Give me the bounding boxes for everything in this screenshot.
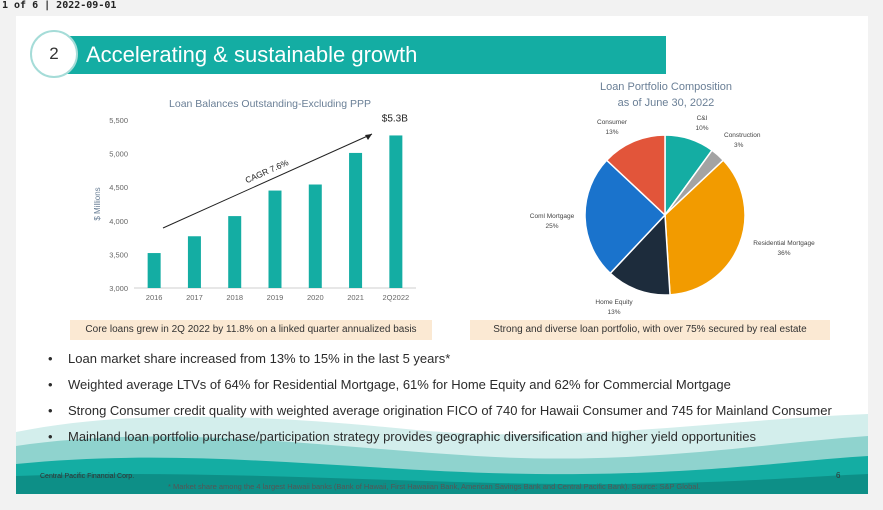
bullet-icon: • (48, 429, 53, 444)
pie-slice-value: 13% (605, 129, 618, 136)
pie-slice-value: 13% (607, 309, 620, 316)
title-banner: Accelerating & sustainable growth (64, 36, 666, 74)
bar-chart-ytick-label: 3,500 (109, 250, 128, 259)
bar-chart-trend-arrow (162, 133, 373, 229)
bar-chart-ytick-label: 3,000 (109, 284, 128, 293)
arrowhead-icon (365, 134, 372, 140)
pie-slice-label: Construction (724, 132, 761, 139)
page-title: Accelerating & sustainable growth (86, 42, 418, 67)
bar-chart-bar (147, 253, 161, 288)
pie-slice-value: 36% (777, 250, 790, 257)
callout-right: Strong and diverse loan portfolio, with … (470, 320, 830, 340)
bar-chart-xtick-label: 2021 (347, 293, 364, 302)
bar-chart-xtick-label: 2Q2022 (383, 293, 410, 302)
list-item: • Strong Consumer credit quality with wei… (46, 402, 866, 428)
bullet-icon: • (48, 377, 53, 392)
bar-chart-xtick-label: 2020 (307, 293, 324, 302)
bar-chart-xtick-label: 2019 (267, 293, 284, 302)
footer-company: Central Pacific Financial Corp. (40, 473, 135, 480)
bar-chart-bar (228, 216, 242, 288)
bar-chart-total-label: $5.3B (382, 113, 408, 124)
bar-chart-title: Loan Balances Outstanding-Excluding PPP (169, 98, 371, 110)
pie-slice (584, 159, 667, 275)
callout-left: Core loans grew in 2Q 2022 by 11.8% on a… (70, 320, 432, 340)
bullet-text: Weighted average LTVs of 64% for Residen… (68, 377, 731, 392)
footnote: * Market share among the 4 largest Hawai… (168, 482, 701, 491)
bar-chart-xtick-label: 2016 (146, 293, 163, 302)
pie-slice-value: 10% (695, 125, 708, 132)
slide: Accelerating & sustainable growth 2 Loan… (16, 16, 868, 494)
list-item: • Mainland loan portfolio purchase/partic… (46, 428, 866, 454)
pie-slice (605, 134, 666, 217)
pie-slice (664, 159, 746, 296)
pie-chart-subtitle: as of June 30, 2022 (618, 97, 715, 109)
bullet-text: Strong Consumer credit quality with weig… (68, 403, 832, 418)
pie-slice-label: Coml Mortgage (530, 213, 575, 220)
bullet-icon: • (48, 351, 53, 366)
loan-portfolio-pie-chart: Loan Portfolio Composition as of June 30,… (530, 81, 815, 316)
bullet-list: • Loan market share increased from 13% to… (46, 350, 866, 454)
pie-slice-label: Home Equity (595, 299, 633, 306)
bar-chart-bar (349, 152, 363, 288)
bar-chart-bar (308, 184, 322, 288)
loan-balances-bar-chart: Loan Balances Outstanding-Excluding PPP $… (93, 98, 416, 302)
bar-chart-bar (389, 135, 403, 288)
pie-slice (609, 213, 671, 296)
bar-chart-xtick-label: 2018 (226, 293, 243, 302)
bar-chart-ytick-label: 4,000 (109, 217, 128, 226)
pie-slice-value: 3% (734, 142, 744, 149)
bullet-icon: • (48, 403, 53, 418)
bar-chart-ytick-label: 4,500 (109, 183, 128, 192)
pie-chart-title: Loan Portfolio Composition (600, 81, 732, 93)
bullet-text: Loan market share increased from 13% to … (68, 351, 451, 366)
bar-chart-ytick-label: 5,500 (109, 116, 128, 125)
pie-slice-label: Consumer (597, 119, 628, 126)
bar-chart-bar (268, 190, 282, 288)
bar-chart-ylabel: $ Millions (93, 187, 102, 220)
section-number-badge: 2 (30, 30, 78, 78)
pie-slice-label: C&I (697, 115, 708, 122)
list-item: • Loan market share increased from 13% to… (46, 350, 866, 376)
bar-chart-ytick-label: 5,000 (109, 150, 128, 159)
viewer-status: 1 of 6 | 2022-09-01 (2, 0, 117, 11)
list-item: • Weighted average LTVs of 64% for Reside… (46, 376, 866, 402)
page-number: 6 (836, 471, 841, 480)
bullet-text: Mainland loan portfolio purchase/partici… (68, 429, 756, 444)
pie-slice-label: Residential Mortgage (753, 240, 815, 247)
pie-slice-value: 25% (545, 223, 558, 230)
bar-chart-xtick-label: 2017 (186, 293, 203, 302)
bar-chart-bar (187, 236, 201, 288)
wave-decoration (16, 414, 868, 494)
